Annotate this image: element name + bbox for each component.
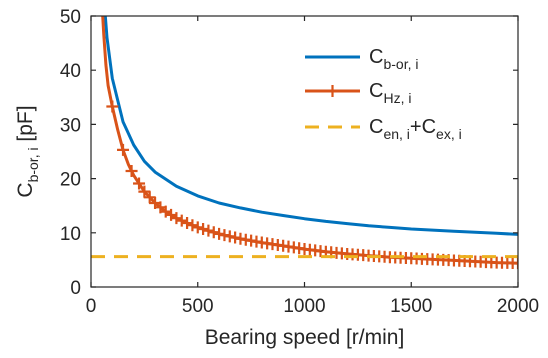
series-marker-1-74 <box>512 257 518 270</box>
y-tick-label-2: 20 <box>60 170 81 191</box>
series-marker-1-21 <box>229 231 242 244</box>
series-marker-1-3 <box>133 177 146 190</box>
legend-marker-1 <box>326 85 339 97</box>
series-marker-1-1 <box>117 143 130 156</box>
x-tick-label-0: 0 <box>86 296 97 317</box>
legend-label-0: Cb-or, i <box>369 46 418 72</box>
y-tick-label-3: 30 <box>60 115 81 136</box>
y-tick-label-0: 0 <box>70 278 81 299</box>
legend-label-2: Cen, i+Cex, i <box>369 116 462 142</box>
axis-titles: Bearing speed [r/min] Cb-or, i [pF] <box>14 105 404 349</box>
series-marker-1-4 <box>138 185 151 198</box>
series-0 <box>103 16 518 236</box>
series-marker-1-18 <box>213 227 226 240</box>
y-tick-label-5: 50 <box>60 7 81 28</box>
series-marker-1-11 <box>175 214 188 227</box>
x-axis-title: Bearing speed [r/min] <box>205 326 405 349</box>
series-marker-1-13 <box>186 219 199 232</box>
series-marker-1-10 <box>170 212 183 225</box>
legend: Cb-or, i CHz, i Cen, i+Cex, i <box>305 46 462 142</box>
x-tick-label-3: 1500 <box>390 296 432 317</box>
series-marker-1-20 <box>223 230 236 243</box>
axis-ticks: 0 500 1000 1500 2000 0 10 20 30 40 50 <box>60 7 539 317</box>
series-marker-1-15 <box>197 223 210 236</box>
series-marker-1-19 <box>218 229 231 242</box>
plot-curves <box>91 16 518 270</box>
series-marker-1-14 <box>191 221 204 234</box>
series-marker-1-5 <box>143 191 156 204</box>
series-marker-1-16 <box>202 224 215 237</box>
series-marker-1-2 <box>125 165 138 178</box>
y-tick-label-1: 10 <box>60 224 81 245</box>
x-tick-label-1: 500 <box>182 296 214 317</box>
legend-label-1: CHz, i <box>369 80 411 106</box>
x-tick-label-2: 1000 <box>283 296 325 317</box>
y-axis-title: Cb-or, i [pF] <box>14 105 41 197</box>
y-tick-label-4: 40 <box>60 61 81 82</box>
series-marker-1-17 <box>207 226 220 239</box>
x-tick-label-4: 2000 <box>497 296 539 317</box>
series-marker-1-0 <box>106 100 119 113</box>
series-marker-1-12 <box>181 217 194 230</box>
series-line-0 <box>103 16 518 236</box>
